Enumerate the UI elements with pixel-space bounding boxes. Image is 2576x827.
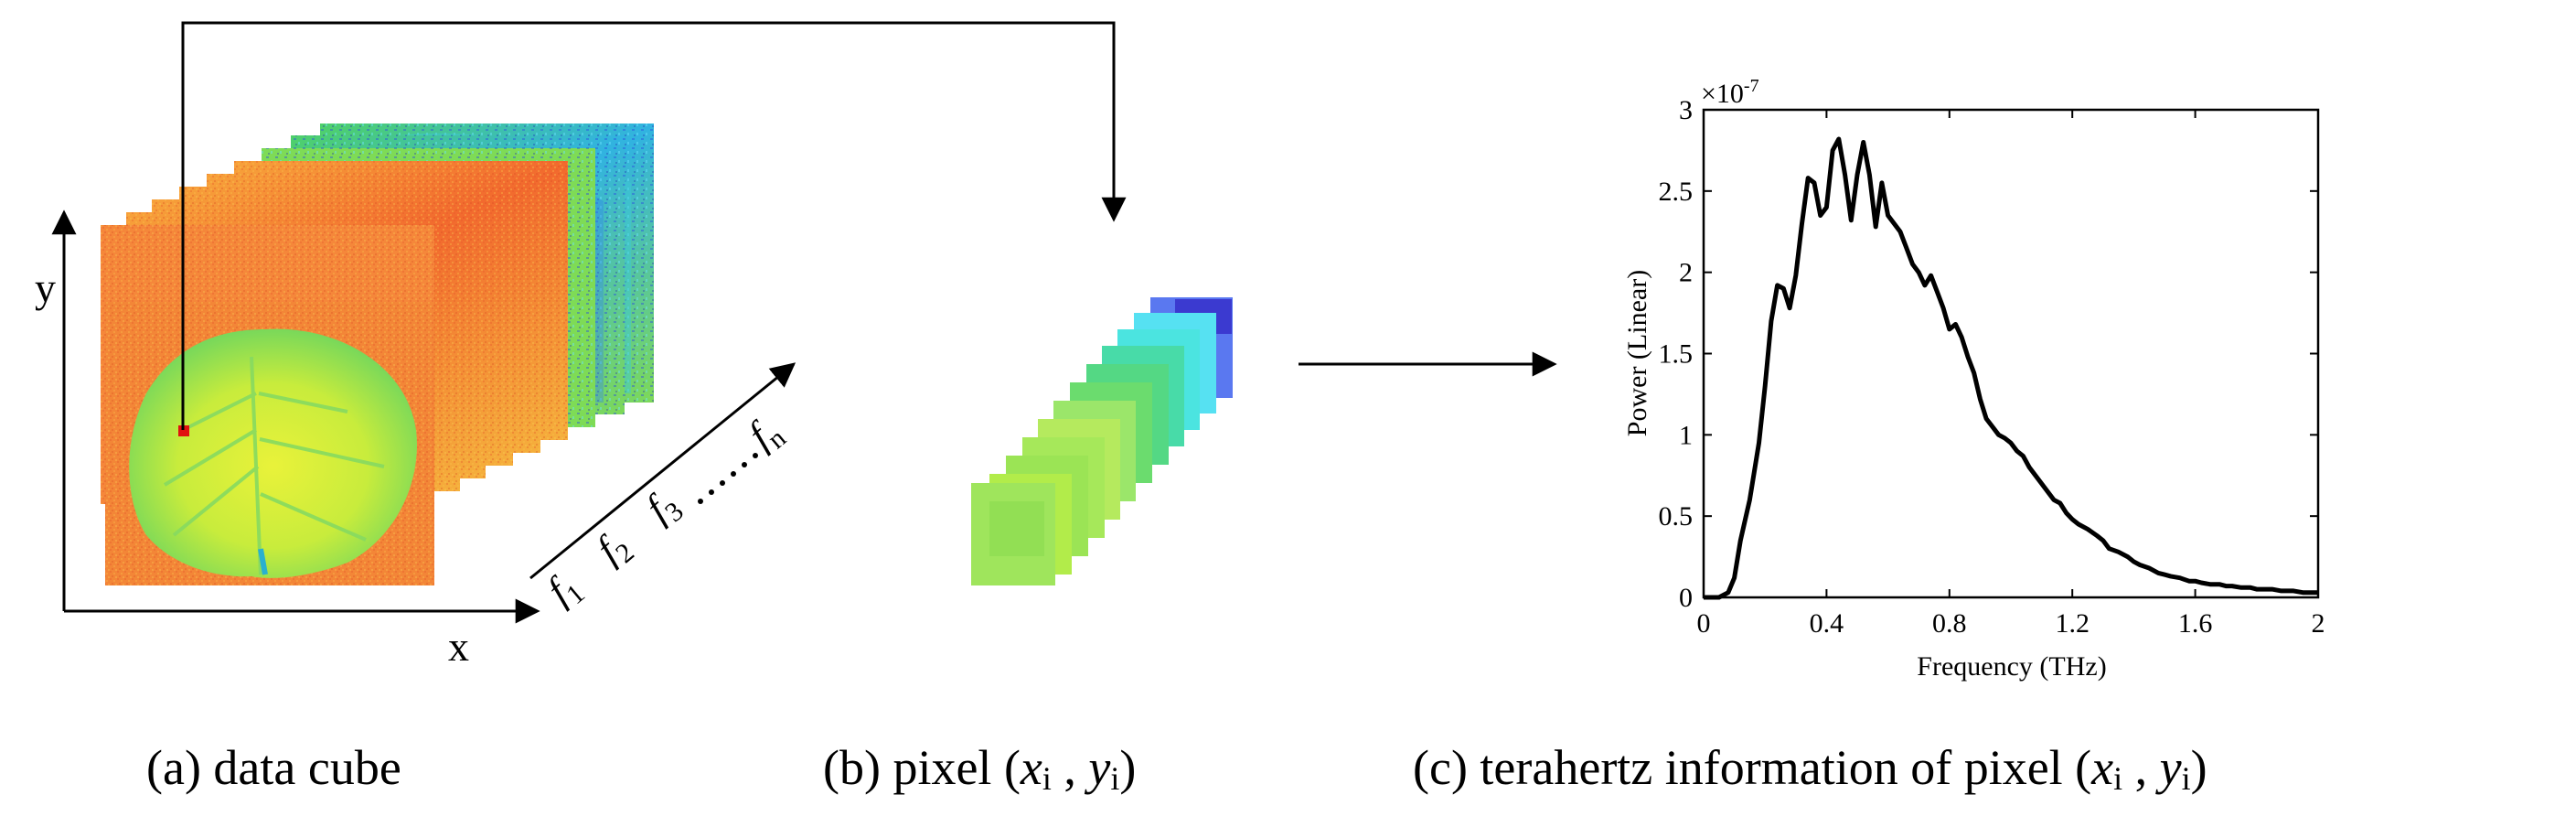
y-tick-label: 1 (1679, 420, 1693, 450)
freq-label-f1: f1 (539, 563, 591, 618)
pixel-to-panel-b-arrow (181, 21, 1127, 430)
x-ticks: 0 0.4 0.8 1.2 1.6 2 (1697, 110, 2325, 639)
axis-y-label: y (35, 264, 56, 311)
x-tick-label: 1.2 (2055, 608, 2090, 639)
x-tick-label: 0.4 (1810, 608, 1844, 639)
power-spectrum-line (1704, 136, 2318, 600)
y-tick-label: 0 (1679, 583, 1693, 613)
x-axis-title: Frequency (THz) (1917, 651, 2106, 682)
leaf-shape (129, 328, 417, 578)
y-tick-label: 1.5 (1659, 339, 1694, 370)
y-axis-title: Power (Linear) (1622, 270, 1652, 436)
panel-a-data-cube: y x f1 f2 f3 fn (a) data cube (35, 21, 1127, 795)
y-tick-label: 2.5 (1659, 177, 1694, 207)
pixel-slice-stack (971, 297, 1233, 585)
panel-c-spectrum-chart: 0 0.4 0.8 1.2 1.6 2 0 0.5 1 1.5 2 2.5 3 ×10-7 Frequ… (1413, 76, 2325, 797)
y-tick-label: 2 (1679, 258, 1693, 288)
y-tick-label: 3 (1679, 95, 1693, 125)
plot-frame (1702, 108, 2320, 599)
freq-label-f2: f2 (588, 521, 640, 576)
x-tick-label: 2 (2312, 608, 2325, 639)
x-tick-label: 0.8 (1932, 608, 1967, 639)
panel-b-pixel: (b) pixel (xi , yi) (823, 297, 1557, 797)
caption-c: (c) terahertz information of pixel (xi ,… (1413, 740, 2207, 797)
freq-label-f3: f3 (637, 480, 689, 535)
x-tick-label: 0 (1697, 608, 1711, 639)
frequency-labels: f1 f2 f3 fn (539, 407, 792, 618)
x-tick-label: 1.6 (2178, 608, 2213, 639)
caption-a: (a) data cube (146, 740, 401, 795)
leaf-slice-stack (101, 124, 654, 585)
y-exponent-label: ×10-7 (1701, 76, 1759, 109)
freq-ellipsis-dots (698, 453, 758, 504)
cube-axes: y x (35, 209, 796, 670)
frequency-axis-arrow (529, 362, 796, 580)
y-tick-label: 0.5 (1659, 501, 1694, 532)
caption-b: (b) pixel (xi , yi) (823, 740, 1136, 797)
freq-label-fn: fn (740, 407, 792, 462)
axis-x-label: x (448, 623, 469, 670)
selected-pixel-marker (178, 425, 189, 436)
y-ticks: 0 0.5 1 1.5 2 2.5 3 (1659, 95, 2318, 613)
